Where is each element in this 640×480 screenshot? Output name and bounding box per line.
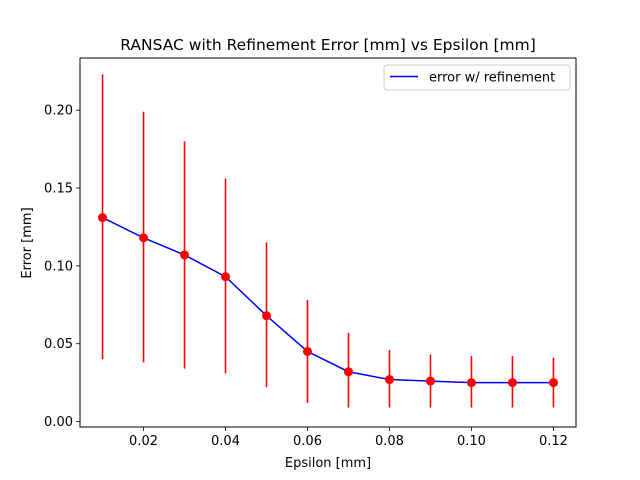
data-point	[466, 378, 476, 388]
data-point	[507, 378, 517, 388]
data-point	[425, 376, 435, 386]
y-axis: 0.00 0.05 0.10 0.15 0.20	[44, 104, 80, 430]
y-tick-label: 0.15	[44, 182, 73, 197]
x-axis-label: Epsilon [mm]	[285, 456, 371, 471]
data-point	[221, 272, 231, 282]
data-point	[303, 346, 313, 356]
x-tick-label: 0.04	[211, 434, 240, 449]
x-axis: 0.02 0.04 0.06 0.08 0.10 0.12	[129, 427, 568, 449]
y-tick-label: 0.05	[44, 337, 73, 352]
x-tick-label: 0.06	[293, 434, 322, 449]
plot-area	[98, 74, 558, 408]
data-point	[262, 311, 272, 321]
axes-frame	[79, 57, 577, 428]
x-tick-label: 0.02	[129, 434, 158, 449]
y-axis-label: Error [mm]	[20, 207, 35, 278]
x-tick-label: 0.08	[375, 434, 404, 449]
data-point	[98, 213, 108, 223]
legend: error w/ refinement	[383, 64, 571, 91]
x-tick-label: 0.12	[539, 434, 568, 449]
y-tick-label: 0.20	[44, 104, 73, 119]
data-point	[139, 233, 149, 243]
data-point	[384, 375, 394, 385]
data-point	[180, 250, 190, 260]
series-line	[102, 216, 554, 384]
chart-title: RANSAC with Refinement Error [mm] vs Eps…	[120, 36, 536, 54]
data-point	[548, 378, 558, 388]
y-tick-label: 0.10	[44, 259, 73, 274]
legend-box	[383, 64, 571, 91]
data-point	[343, 367, 353, 377]
y-tick-label: 0.00	[44, 415, 73, 430]
legend-label: error w/ refinement	[429, 71, 555, 86]
x-tick-label: 0.10	[457, 434, 486, 449]
